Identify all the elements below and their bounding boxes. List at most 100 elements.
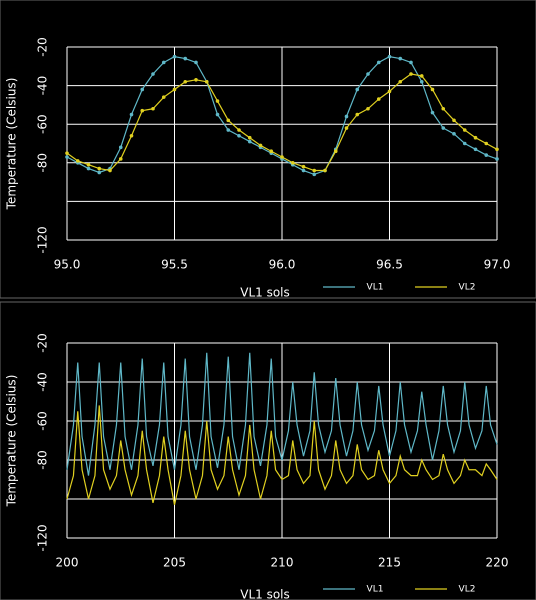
data-point	[280, 155, 284, 159]
x-tick-label: 96.5	[376, 258, 403, 272]
data-point	[323, 168, 327, 173]
y-tick-label: -120	[36, 524, 50, 551]
data-point	[151, 106, 155, 111]
data-point	[301, 164, 306, 169]
data-point	[129, 133, 134, 138]
x-tick-label: 215	[378, 556, 401, 570]
data-point	[495, 147, 499, 152]
data-point	[376, 97, 381, 101]
y-tick-label: -80	[36, 153, 50, 173]
data-point	[247, 135, 252, 140]
data-point	[462, 141, 467, 146]
y-tick-label: -60	[36, 411, 50, 431]
data-point	[452, 118, 456, 123]
data-point	[237, 133, 241, 138]
data-point	[75, 159, 80, 163]
y-axis-label: Temperature (Celsius)	[5, 78, 19, 211]
data-point	[484, 153, 489, 157]
x-tick-label: 220	[486, 556, 509, 570]
data-point	[86, 166, 91, 171]
x-tick-label: 200	[56, 556, 79, 570]
data-point	[172, 87, 177, 92]
data-point	[226, 118, 231, 123]
data-point	[473, 147, 478, 152]
data-point	[194, 60, 198, 65]
data-point	[495, 157, 499, 161]
data-point	[183, 79, 188, 84]
x-tick-label: 95.0	[54, 258, 81, 272]
data-point	[97, 166, 102, 171]
data-point	[441, 106, 446, 111]
data-point	[204, 79, 209, 84]
legend-label: VL2	[459, 585, 476, 595]
data-point	[194, 78, 198, 82]
data-point	[108, 168, 112, 173]
x-tick-label: 95.5	[161, 258, 188, 272]
data-point	[312, 168, 317, 173]
data-point	[86, 162, 91, 167]
data-point	[258, 143, 263, 148]
data-point	[387, 89, 392, 94]
y-tick-label: -80	[36, 450, 50, 470]
data-point	[151, 72, 155, 76]
data-point	[215, 99, 220, 103]
data-point	[419, 79, 424, 84]
data-point	[473, 135, 478, 140]
x-tick-label: 97.0	[484, 258, 511, 272]
data-point	[237, 128, 241, 132]
data-point	[430, 110, 435, 115]
legend-label: VL1	[367, 283, 384, 293]
data-point	[484, 141, 489, 146]
y-tick-label: -20	[36, 333, 50, 353]
data-point	[161, 95, 166, 99]
panel	[0, 301, 536, 600]
data-point	[430, 87, 435, 92]
x-axis-label: VL1 sols	[240, 286, 290, 300]
data-point	[118, 157, 123, 161]
x-tick-label: 96.0	[269, 258, 296, 272]
data-point	[161, 60, 166, 65]
y-axis-label: Temperature (Celsius)	[5, 375, 19, 508]
data-point	[333, 149, 338, 154]
legend-label: VL1	[367, 585, 384, 595]
data-point	[65, 151, 69, 155]
data-point	[140, 87, 145, 92]
y-tick-label: -60	[36, 114, 50, 134]
data-point	[97, 170, 102, 175]
data-point	[344, 114, 349, 119]
data-point	[376, 60, 381, 65]
data-point	[172, 54, 177, 59]
data-point	[398, 79, 403, 84]
data-point	[452, 132, 456, 136]
data-line	[66, 352, 498, 476]
y-tick-label: -120	[36, 226, 50, 253]
data-point	[290, 161, 295, 165]
data-point	[387, 54, 392, 59]
x-axis-label: VL1 sols	[240, 588, 290, 600]
data-point	[65, 155, 69, 159]
legend-label: VL2	[459, 283, 476, 293]
data-point	[129, 112, 134, 117]
y-tick-label: -40	[36, 76, 50, 96]
data-point	[409, 72, 413, 76]
data-point	[366, 106, 370, 111]
data-point	[398, 56, 403, 61]
data-point	[118, 145, 123, 150]
data-point	[419, 74, 424, 78]
data-point	[462, 128, 467, 132]
data-point	[140, 108, 145, 113]
data-point	[441, 126, 446, 130]
data-point	[344, 126, 349, 130]
x-tick-label: 205	[163, 556, 186, 570]
data-line	[66, 405, 498, 505]
data-point	[312, 172, 317, 177]
x-tick-label: 210	[271, 556, 294, 570]
data-point	[226, 128, 231, 132]
data-point	[355, 112, 360, 117]
data-point	[269, 149, 274, 154]
data-point	[247, 139, 252, 144]
y-tick-label: -40	[36, 372, 50, 392]
data-point	[409, 60, 413, 65]
